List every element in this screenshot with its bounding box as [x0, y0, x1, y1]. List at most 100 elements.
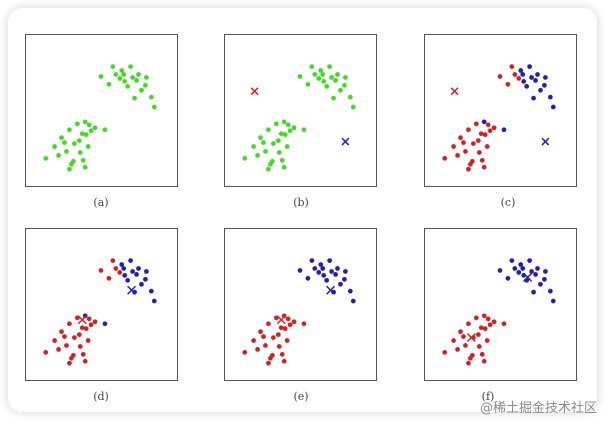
data-point — [136, 72, 141, 77]
data-point — [333, 78, 338, 83]
data-point — [56, 153, 61, 158]
data-point — [148, 94, 154, 100]
data-point — [342, 82, 347, 88]
data-point — [335, 72, 340, 77]
data-point — [327, 64, 332, 69]
data-point — [79, 325, 85, 331]
data-point — [134, 272, 139, 277]
data-point — [524, 83, 530, 89]
panel-e-label: (e) — [293, 390, 309, 403]
blue-centroid-icon — [541, 137, 550, 146]
data-point — [52, 338, 57, 343]
p2-plot — [442, 64, 556, 172]
data-point — [442, 155, 448, 161]
data-point — [71, 352, 76, 358]
data-point — [451, 338, 456, 343]
data-point — [85, 144, 91, 149]
panel-a-label: (a) — [93, 196, 109, 209]
data-point — [128, 258, 133, 263]
data-point — [470, 158, 475, 164]
data-point — [79, 131, 85, 137]
data-point — [77, 150, 83, 155]
data-point — [542, 82, 547, 88]
data-point — [122, 79, 128, 84]
data-point — [143, 82, 148, 88]
data-point — [318, 68, 324, 73]
data-point — [466, 360, 471, 366]
data-point — [324, 277, 330, 283]
data-point — [130, 269, 135, 274]
data-point — [275, 332, 281, 337]
data-point — [279, 157, 285, 163]
data-point — [318, 262, 324, 267]
data-point — [276, 150, 282, 155]
p1-plot — [242, 64, 356, 172]
panel-e — [224, 228, 377, 381]
data-point — [98, 74, 104, 79]
data-point — [242, 155, 248, 161]
data-point — [128, 64, 133, 69]
data-point — [512, 266, 518, 271]
data-point — [509, 258, 515, 263]
data-point — [125, 277, 131, 283]
panel-c-label: (c) — [500, 196, 516, 209]
data-point — [343, 269, 348, 274]
data-point — [331, 95, 336, 101]
data-point — [470, 352, 475, 358]
data-point — [67, 127, 72, 133]
data-point — [117, 76, 123, 81]
panel-f — [424, 228, 577, 381]
red-centroid-icon — [276, 315, 286, 325]
data-point — [512, 72, 518, 77]
p3-plot — [43, 258, 157, 366]
data-point — [538, 87, 543, 93]
data-point — [316, 76, 322, 81]
data-point — [258, 329, 263, 335]
panel-c — [424, 34, 577, 187]
data-point — [535, 72, 540, 77]
blue-centroid-icon — [523, 272, 533, 282]
data-point — [71, 141, 77, 146]
data-point — [92, 319, 98, 325]
data-point — [82, 119, 88, 125]
data-point — [255, 347, 260, 352]
data-point — [466, 166, 471, 172]
data-point — [335, 266, 340, 271]
data-point — [258, 135, 263, 141]
p0-plot — [43, 64, 157, 172]
data-point — [266, 360, 271, 366]
data-point — [110, 64, 116, 69]
data-point — [85, 338, 91, 343]
data-point — [71, 158, 76, 164]
data-point — [533, 78, 538, 83]
data-point — [278, 131, 284, 137]
data-point — [543, 269, 548, 274]
data-point — [77, 344, 83, 349]
data-point — [301, 127, 307, 133]
data-point — [144, 75, 149, 80]
data-point — [479, 351, 485, 357]
data-point — [442, 349, 448, 355]
data-point — [76, 332, 82, 337]
data-point — [543, 75, 548, 80]
data-point — [301, 321, 307, 327]
data-point — [102, 127, 108, 133]
data-point — [281, 164, 287, 170]
data-point — [106, 275, 112, 281]
data-point — [305, 81, 311, 87]
data-point — [324, 83, 330, 89]
data-point — [88, 128, 94, 134]
data-point — [143, 276, 148, 282]
data-point — [255, 153, 260, 158]
data-point — [484, 144, 490, 149]
panel-b-label: (b) — [293, 196, 309, 209]
data-point — [479, 157, 485, 163]
data-point — [266, 166, 271, 172]
data-point — [67, 321, 72, 327]
data-point — [278, 325, 284, 331]
data-point — [297, 268, 303, 273]
data-point — [475, 332, 481, 337]
data-point — [98, 268, 104, 273]
panel-f-label: (f) — [481, 390, 495, 403]
data-point — [282, 132, 288, 138]
